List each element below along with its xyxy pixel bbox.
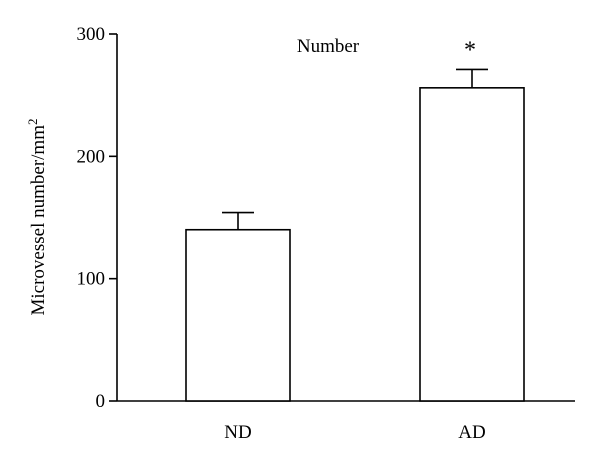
significance-marks: * [464,37,476,63]
y-axis-label-superscript: 2 [25,119,40,126]
significance-mark-ad: * [464,37,476,63]
bars [185,87,525,402]
y-tick-label-200: 200 [77,146,106,167]
y-tick-label-0: 0 [96,391,106,412]
y-ticks: 0 100 200 300 [77,24,117,412]
y-tick-label-100: 100 [77,269,106,290]
error-bars [222,68,488,230]
y-axis-label: Microvessel number/mm2 [25,119,49,316]
chart-title: Number [297,36,360,57]
bar-nd [185,228,291,402]
y-axis-label-main: Microvessel number/mm [28,125,49,316]
x-category-label-nd: ND [224,422,251,443]
bar-ad [419,87,525,402]
category-labels: ND AD [224,422,485,443]
y-tick-label-300: 300 [77,24,106,45]
x-category-label-ad: AD [458,422,485,443]
